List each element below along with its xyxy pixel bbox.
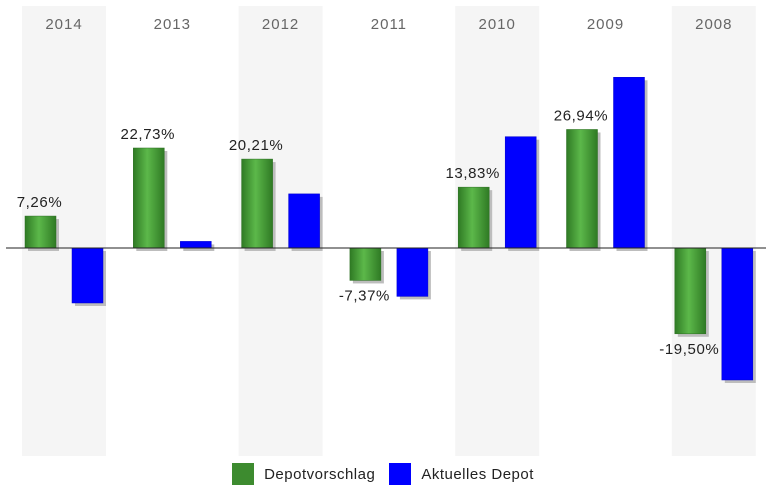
bar-aktuelles-depot[interactable]	[504, 136, 537, 249]
data-label: 13,83%	[445, 165, 499, 182]
category-tick-labels: 2014 2013 2012 2011 2010 2009 2008	[45, 16, 732, 33]
data-label: 7,26%	[17, 194, 63, 211]
category-tick-label: 2013	[154, 16, 191, 33]
legend-swatch-green	[232, 463, 255, 485]
bar-depotvorschlag[interactable]	[349, 247, 382, 281]
bar-aktuelles-depot[interactable]	[396, 247, 429, 297]
bar-depotvorschlag[interactable]	[457, 186, 490, 249]
legend-label: Depotvorschlag	[264, 465, 376, 483]
category-tick-label: 2011	[371, 16, 407, 33]
category-tick-label: 2014	[45, 16, 82, 33]
category-band	[671, 6, 756, 456]
data-label: -19,50%	[659, 341, 719, 358]
category-tick-label: 2010	[479, 16, 516, 33]
data-label: 26,94%	[554, 107, 608, 124]
category-tick-label: 2008	[695, 16, 732, 33]
legend-item-aktuelles-depot[interactable]: Aktuelles Depot	[389, 463, 534, 485]
bar-depotvorschlag[interactable]	[566, 129, 598, 249]
data-labels: 7,26% 22,73% 20,21% -7,37% 13,83% 26,94% -19,5…	[17, 107, 719, 358]
legend-label: Aktuelles Depot	[421, 465, 534, 483]
bar-depotvorschlag[interactable]	[133, 147, 165, 249]
category-tick-label: 2009	[587, 16, 624, 33]
bar-aktuelles-depot[interactable]	[613, 77, 645, 249]
legend-swatch-blue	[389, 463, 412, 485]
legend-item-depotvorschlag[interactable]: Depotvorschlag	[232, 463, 375, 485]
bar-aktuelles-depot[interactable]	[288, 193, 320, 249]
bar-aktuelles-depot[interactable]	[180, 241, 212, 249]
bar-depotvorschlag[interactable]	[674, 247, 707, 335]
category-tick-label: 2012	[262, 16, 299, 33]
bar-depotvorschlag[interactable]	[24, 215, 57, 249]
data-label: 20,21%	[229, 137, 283, 154]
bar-aktuelles-depot[interactable]	[71, 247, 104, 304]
data-label: 22,73%	[121, 126, 175, 143]
data-label: -7,37%	[339, 287, 390, 304]
bar-depotvorschlag[interactable]	[241, 158, 273, 249]
bars	[24, 77, 756, 383]
bar-aktuelles-depot[interactable]	[721, 247, 754, 381]
legend: Depotvorschlag Aktuelles Depot	[0, 462, 766, 486]
